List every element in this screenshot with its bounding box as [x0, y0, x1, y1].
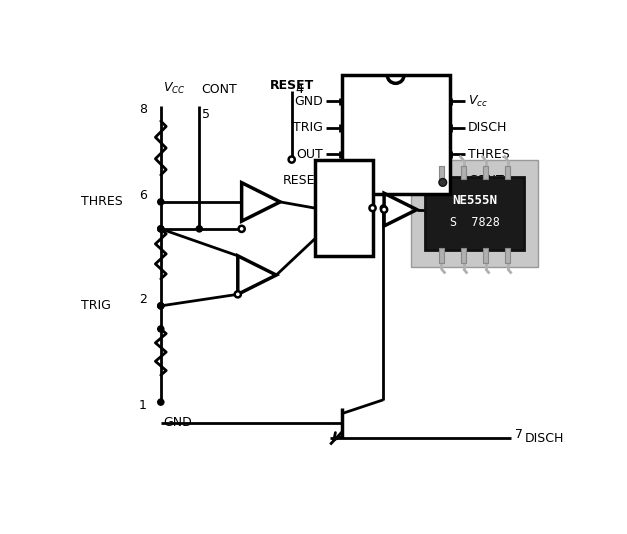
Text: 1: 1 [139, 399, 147, 412]
Text: 4: 4 [347, 175, 355, 187]
Text: 6: 6 [139, 189, 147, 202]
Text: GND: GND [295, 95, 324, 108]
Bar [439, 248, 444, 263]
Circle shape [158, 199, 164, 205]
Text: $V_{CC}$: $V_{CC}$ [163, 81, 186, 97]
Text: 3: 3 [446, 199, 454, 212]
Circle shape [380, 205, 386, 211]
Text: 2: 2 [347, 121, 355, 135]
Text: THRES: THRES [468, 148, 510, 161]
Text: 6: 6 [436, 148, 444, 161]
Circle shape [158, 226, 164, 232]
Text: CONT: CONT [468, 175, 503, 187]
Circle shape [158, 303, 164, 309]
Text: GND: GND [163, 416, 192, 429]
Text: S  7828: S 7828 [450, 216, 500, 229]
Text: 5: 5 [202, 108, 209, 121]
Bar [505, 167, 510, 179]
Circle shape [158, 303, 164, 309]
Text: R1: R1 [322, 169, 343, 184]
Circle shape [158, 399, 164, 405]
Bar [411, 160, 538, 268]
Circle shape [234, 291, 241, 297]
Circle shape [288, 156, 295, 163]
Text: TRIG: TRIG [82, 300, 112, 312]
Text: RESET: RESET [270, 80, 314, 92]
Text: NE555N: NE555N [452, 194, 497, 207]
Circle shape [158, 226, 164, 232]
Text: 1: 1 [347, 95, 355, 108]
Text: 5: 5 [436, 175, 444, 187]
Text: 7: 7 [515, 428, 523, 441]
Text: OUT: OUT [454, 203, 480, 216]
Text: DISCH: DISCH [468, 121, 507, 135]
Text: R: R [322, 201, 333, 215]
Text: S: S [322, 232, 332, 246]
Text: CONT: CONT [202, 83, 238, 97]
Text: 7: 7 [436, 121, 444, 135]
Bar [483, 167, 488, 179]
Bar [425, 177, 524, 250]
Text: RESET: RESET [283, 175, 324, 187]
Text: 8: 8 [139, 103, 147, 116]
Text: 4: 4 [295, 83, 303, 96]
Circle shape [381, 207, 387, 213]
Circle shape [439, 178, 446, 186]
Circle shape [369, 205, 376, 211]
Bar [439, 167, 444, 179]
Text: 8: 8 [436, 95, 444, 108]
Bar [461, 167, 466, 179]
Text: TRIG: TRIG [293, 121, 324, 135]
Bar [342, 75, 450, 194]
Bar [461, 248, 466, 263]
Text: $V_{cc}$: $V_{cc}$ [468, 94, 488, 109]
Text: 3: 3 [347, 148, 355, 161]
Bar [505, 248, 510, 263]
Text: DISCH: DISCH [525, 432, 564, 445]
Circle shape [158, 326, 164, 332]
Text: 2: 2 [139, 293, 147, 306]
Text: OUT: OUT [297, 148, 324, 161]
Bar [483, 248, 488, 263]
Bar [315, 160, 372, 256]
Circle shape [196, 226, 203, 232]
Text: 1: 1 [359, 201, 367, 215]
Text: THRES: THRES [82, 195, 124, 208]
Circle shape [238, 226, 245, 232]
